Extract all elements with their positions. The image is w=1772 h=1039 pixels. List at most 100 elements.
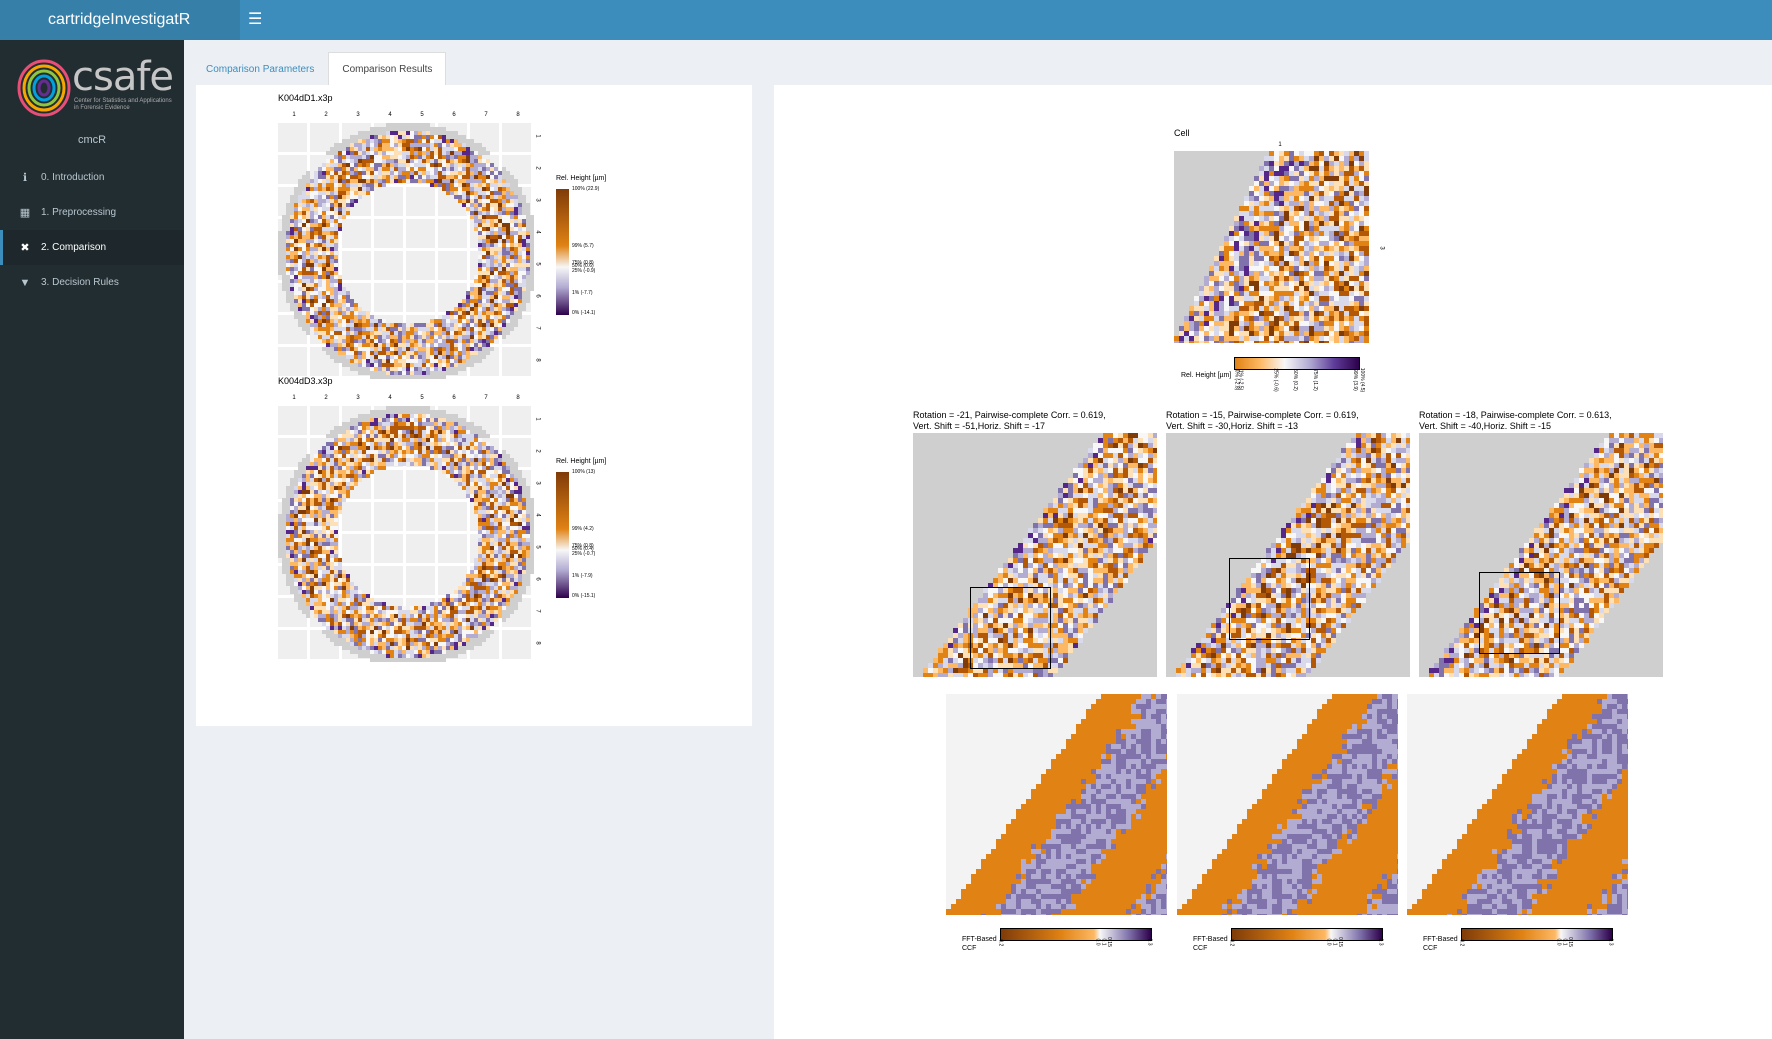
ccf-legend-tick: -0.2 (1228, 937, 1235, 947)
grid-legend-tick: 0% (-14.1) (572, 310, 596, 316)
grid-row-label: 5 (534, 262, 541, 266)
cell-col-label: 1 (1278, 142, 1282, 148)
ccf-legend-title-1: FFT-Based (1423, 936, 1458, 943)
main-content: Comparison Parameters Comparison Results … (184, 40, 1772, 1039)
grid-col-label: 5 (420, 395, 424, 401)
sidebar-item-0[interactable]: ℹ 0. Introduction (0, 160, 184, 195)
logo-swirl-icon (17, 59, 71, 117)
grid-legend-title: Rel. Height [µm] (556, 458, 607, 465)
grid-legend-tick: 50% (0.4) (572, 545, 594, 552)
grid-legend-tick: 75% (0.8) (572, 260, 594, 267)
grid-row-label: 4 (534, 230, 541, 234)
comparison-caption-line2: Vert. Shift = -30,Horiz. Shift = -13 (1166, 421, 1299, 431)
grid-col-label: 2 (324, 112, 328, 118)
grid-row-label: 6 (534, 577, 541, 581)
compare-icon: ✖ (20, 242, 30, 254)
top-navbar: cartridgeInvestigatR ☰ (0, 0, 1772, 40)
sidebar-item-label: 2. Comparison (41, 242, 107, 253)
cell-row-label: 3 (1378, 246, 1385, 250)
grid-col-label: 6 (452, 395, 456, 401)
cell-legend-tick: 25% (-0.6) (1272, 368, 1279, 392)
grid-legend-tick: 100% (22.9) (572, 186, 600, 192)
ccf-heatmap (1177, 694, 1398, 915)
grid-row-label: 2 (534, 166, 541, 170)
matched-cell-box (970, 587, 1051, 669)
grid-legend-tick: 50% (0.6) (572, 262, 594, 269)
hamburger-icon[interactable]: ☰ (248, 11, 263, 28)
ccf-heatmap (946, 694, 1167, 915)
sidebar-item-label: 1. Preprocessing (41, 207, 117, 218)
comparison-heatmap (913, 433, 1157, 677)
grid-legend-tick: 99% (4.2) (572, 526, 594, 533)
matched-cell-box (1479, 572, 1560, 654)
scan-grid-heatmap (278, 406, 534, 662)
grid-col-label: 6 (452, 112, 456, 118)
grid-legend-tick: 75% (0.8) (572, 543, 594, 550)
comparison-caption-line2: Vert. Shift = -40,Horiz. Shift = -15 (1419, 421, 1552, 431)
tab-bar: Comparison Parameters Comparison Results (192, 52, 447, 85)
filter-icon: ▼ (19, 276, 31, 289)
cell-legend-tick: 100% (4.5) (1359, 367, 1366, 393)
sidebar-item-2[interactable]: ✖ 2. Comparison (0, 230, 184, 265)
logo-subtitle: Center for Statistics and Applications i… (74, 98, 172, 111)
grid-colorbar (556, 472, 569, 598)
ccf-colorbar (1461, 928, 1613, 941)
cell-heatmap (1174, 151, 1369, 343)
tab-1[interactable]: Comparison Results (328, 52, 447, 85)
grid-col-label: 1 (292, 395, 296, 401)
logo-text: csafe (72, 54, 174, 100)
table-icon: ▦ (19, 207, 31, 219)
ccf-colorbar (1000, 928, 1152, 941)
ccf-legend-title-2: CCF (962, 945, 977, 952)
grid-legend-tick: 25% (-0.7) (572, 550, 596, 557)
user-name: cmcR (77, 134, 107, 146)
grid-row-label: 8 (534, 641, 541, 645)
sidebar-item-label: 0. Introduction (41, 172, 105, 183)
grid-col-label: 7 (484, 395, 488, 401)
ccf-legend-title-2: CCF (1423, 945, 1438, 952)
cell-plot-title: Cell (1174, 128, 1190, 138)
grid-colorbar (556, 189, 569, 315)
grid-row-label: 8 (534, 358, 541, 362)
ccf-legend-tick: -0.2 (997, 937, 1004, 947)
grid-legend-tick: 1% (-7.7) (572, 290, 593, 297)
grid-legend-tick: 99% (5.7) (572, 243, 594, 250)
comparison-heatmap (1166, 433, 1410, 677)
grid-row-label: 2 (534, 449, 541, 453)
grid-row-label: 1 (534, 134, 541, 138)
cell-legend-tick: 99% (3.9) (1351, 369, 1358, 391)
comparison-caption-line2: Vert. Shift = -51,Horiz. Shift = -17 (913, 421, 1046, 431)
sidebar-item-3[interactable]: ▼ 3. Decision Rules (0, 265, 184, 300)
ccf-legend-tick: 0.3 (1377, 938, 1384, 946)
grid-legend-tick: 0% (-15.1) (572, 593, 596, 599)
cell-legend-title: Rel. Height [µm] (1181, 372, 1232, 379)
grid-legend-title: Rel. Height [µm] (556, 175, 607, 182)
grid-col-label: 8 (516, 395, 520, 401)
cell-legend-tick: 50% (0.2) (1291, 369, 1298, 391)
ccf-legend-tick: 0.15 (1336, 937, 1343, 947)
grid-plot-title: K004dD1.x3p (278, 93, 333, 103)
csafe-logo: csafe Center for Statistics and Applicat… (16, 54, 174, 118)
grid-row-label: 4 (534, 513, 541, 517)
ccf-legend-title-1: FFT-Based (962, 936, 997, 943)
comparison-heatmap (1419, 433, 1663, 677)
grid-row-label: 7 (534, 326, 541, 330)
ccf-legend-tick: 0.15 (1566, 937, 1573, 947)
ccf-legend-title-1: FFT-Based (1193, 936, 1228, 943)
sidebar-item-1[interactable]: ▦ 1. Preprocessing (0, 195, 184, 230)
grid-plot-title: K004dD3.x3p (278, 376, 333, 386)
ccf-legend-tick: 0.3 (1146, 938, 1153, 946)
grid-col-label: 5 (420, 112, 424, 118)
tab-0[interactable]: Comparison Parameters (206, 64, 315, 75)
grid-col-label: 3 (356, 395, 360, 401)
scan-grid-heatmap (278, 123, 534, 379)
grid-legend-tick: 1% (-7.9) (572, 573, 593, 580)
matched-cell-box (1229, 558, 1310, 640)
ccf-legend-title-2: CCF (1193, 945, 1208, 952)
grid-row-label: 5 (534, 545, 541, 549)
comparison-caption-line1: Rotation = -18, Pairwise-complete Corr. … (1419, 410, 1612, 420)
app-title[interactable]: cartridgeInvestigatR (0, 0, 240, 40)
comparison-caption-line1: Rotation = -15, Pairwise-complete Corr. … (1166, 410, 1359, 420)
grid-col-label: 4 (388, 395, 392, 401)
ccf-legend-tick: 0.3 (1607, 938, 1614, 946)
